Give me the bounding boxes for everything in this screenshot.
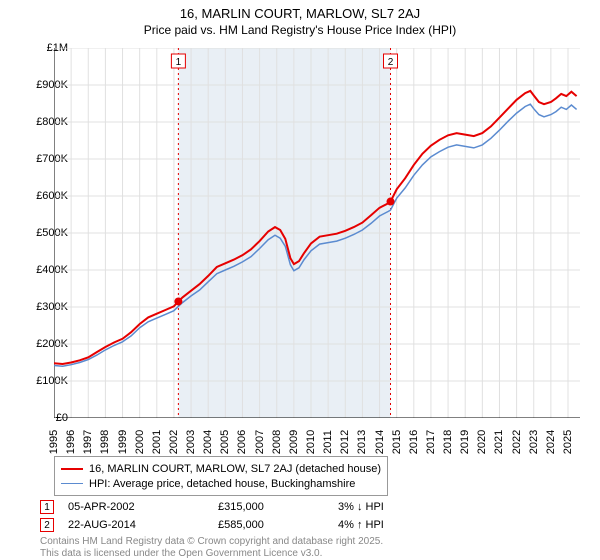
- sales-table: 1 05-APR-2002£315,0003% ↓ HPI 2 22-AUG-2014…: [40, 498, 384, 534]
- x-tick-label: 1995: [48, 430, 60, 454]
- sale-marker-icon: 1: [40, 500, 54, 514]
- plot-svg: 12: [54, 48, 580, 418]
- legend-label: 16, MARLIN COURT, MARLOW, SL7 2AJ (detac…: [89, 463, 381, 475]
- footer-line-2: This data is licensed under the Open Gov…: [40, 548, 383, 560]
- sale-price: £585,000: [218, 519, 338, 531]
- sale-row: 1 05-APR-2002£315,0003% ↓ HPI: [40, 498, 384, 516]
- x-axis-labels: 1995199619971998199920002001200220032004…: [54, 418, 580, 448]
- x-tick-label: 2012: [339, 430, 351, 454]
- x-tick-label: 2009: [288, 430, 300, 454]
- footer-line-1: Contains HM Land Registry data © Crown c…: [40, 536, 383, 548]
- sale-delta: 3% ↓ HPI: [338, 501, 384, 513]
- x-tick-label: 1999: [117, 430, 129, 454]
- legend-swatch: [61, 468, 83, 470]
- x-tick-label: 2003: [185, 430, 197, 454]
- chart-title: 16, MARLIN COURT, MARLOW, SL7 2AJ: [0, 0, 600, 21]
- svg-text:2: 2: [388, 57, 394, 68]
- x-tick-label: 2017: [425, 430, 437, 454]
- svg-text:1: 1: [176, 57, 182, 68]
- sale-row: 2 22-AUG-2014£585,0004% ↑ HPI: [40, 516, 384, 534]
- sale-date: 22-AUG-2014: [68, 519, 218, 531]
- x-tick-label: 2000: [134, 430, 146, 454]
- x-tick-label: 2018: [442, 430, 454, 454]
- legend-item: HPI: Average price, detached house, Buck…: [61, 476, 381, 491]
- chart-subtitle: Price paid vs. HM Land Registry's House …: [0, 21, 600, 41]
- legend-item: 16, MARLIN COURT, MARLOW, SL7 2AJ (detac…: [61, 461, 381, 476]
- x-tick-label: 2008: [271, 430, 283, 454]
- x-tick-label: 2004: [202, 430, 214, 454]
- x-tick-label: 1998: [99, 430, 111, 454]
- chart-container: 16, MARLIN COURT, MARLOW, SL7 2AJ Price …: [0, 0, 600, 560]
- x-tick-label: 2024: [545, 430, 557, 454]
- x-tick-label: 2021: [493, 430, 505, 454]
- sale-date: 05-APR-2002: [68, 501, 218, 513]
- x-tick-label: 2011: [322, 430, 334, 454]
- x-tick-label: 2015: [391, 430, 403, 454]
- x-tick-label: 2022: [511, 430, 523, 454]
- x-tick-label: 2013: [356, 430, 368, 454]
- sale-marker-icon: 2: [40, 518, 54, 532]
- footer-attribution: Contains HM Land Registry data © Crown c…: [40, 536, 383, 559]
- x-tick-label: 1996: [65, 430, 77, 454]
- x-tick-label: 2007: [254, 430, 266, 454]
- x-tick-label: 2001: [151, 430, 163, 454]
- x-tick-label: 2023: [528, 430, 540, 454]
- x-tick-label: 2019: [459, 430, 471, 454]
- x-tick-label: 2016: [408, 430, 420, 454]
- x-tick-label: 2002: [168, 430, 180, 454]
- x-tick-label: 2010: [305, 430, 317, 454]
- legend: 16, MARLIN COURT, MARLOW, SL7 2AJ (detac…: [54, 456, 388, 496]
- legend-swatch: [61, 483, 83, 485]
- plot-area: 12: [54, 48, 580, 418]
- sale-delta: 4% ↑ HPI: [338, 519, 384, 531]
- x-tick-label: 2005: [219, 430, 231, 454]
- legend-label: HPI: Average price, detached house, Buck…: [89, 478, 355, 490]
- x-tick-label: 1997: [82, 430, 94, 454]
- x-tick-label: 2014: [374, 430, 386, 454]
- x-tick-label: 2006: [236, 430, 248, 454]
- x-tick-label: 2025: [562, 430, 574, 454]
- x-tick-label: 2020: [476, 430, 488, 454]
- sale-price: £315,000: [218, 501, 338, 513]
